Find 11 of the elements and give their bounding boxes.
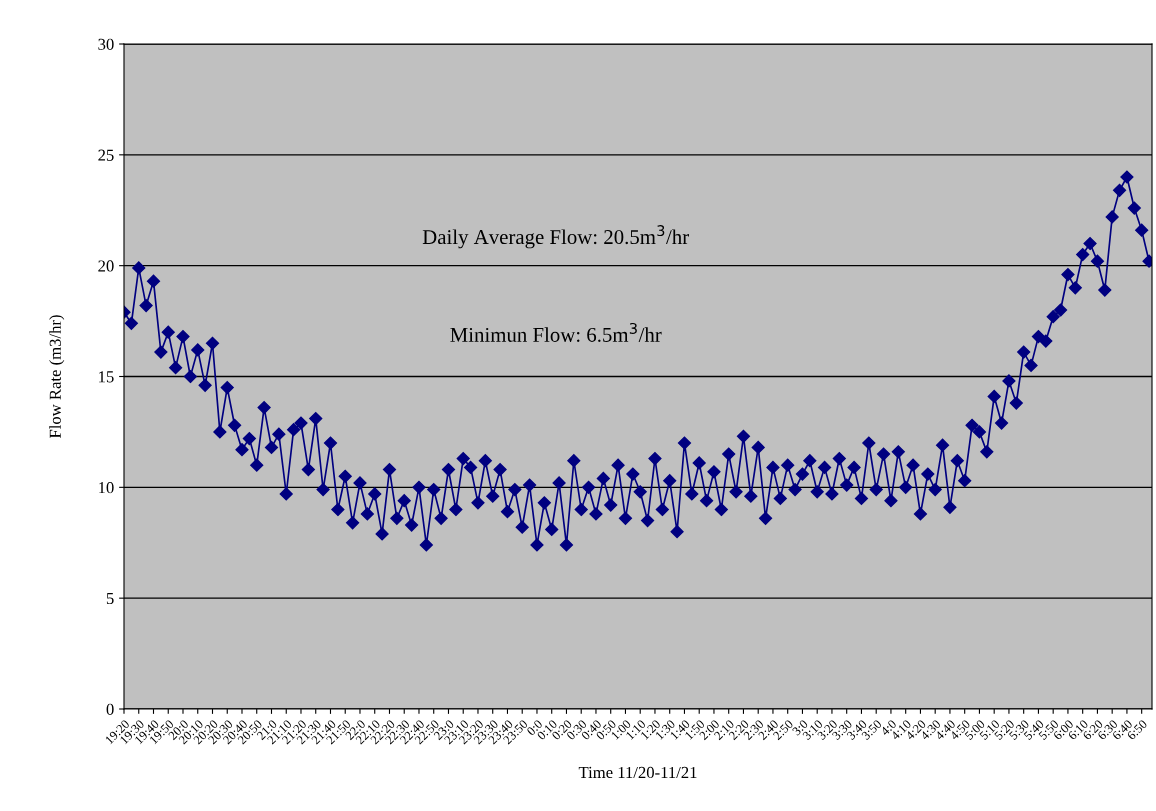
y-axis-title: Flow Rate (m3/hr) bbox=[49, 315, 65, 439]
y-tick-label: 30 bbox=[98, 38, 114, 50]
y-tick-label: 5 bbox=[106, 593, 114, 605]
y-tick-label: 0 bbox=[106, 703, 114, 715]
y-tick-label: 10 bbox=[99, 482, 114, 494]
y-tick-label: 15 bbox=[99, 371, 114, 383]
x-axis-title: Time 11/20-11/21 bbox=[578, 766, 697, 779]
annotation: Minimun Flow: 6.5m$^{3}$/hr bbox=[450, 322, 662, 342]
y-tick-label: 20 bbox=[98, 260, 114, 272]
y-tick-label: 25 bbox=[98, 149, 114, 161]
annotation: Daily Average Flow: 20.5m$^{3}$/hr bbox=[422, 225, 689, 249]
